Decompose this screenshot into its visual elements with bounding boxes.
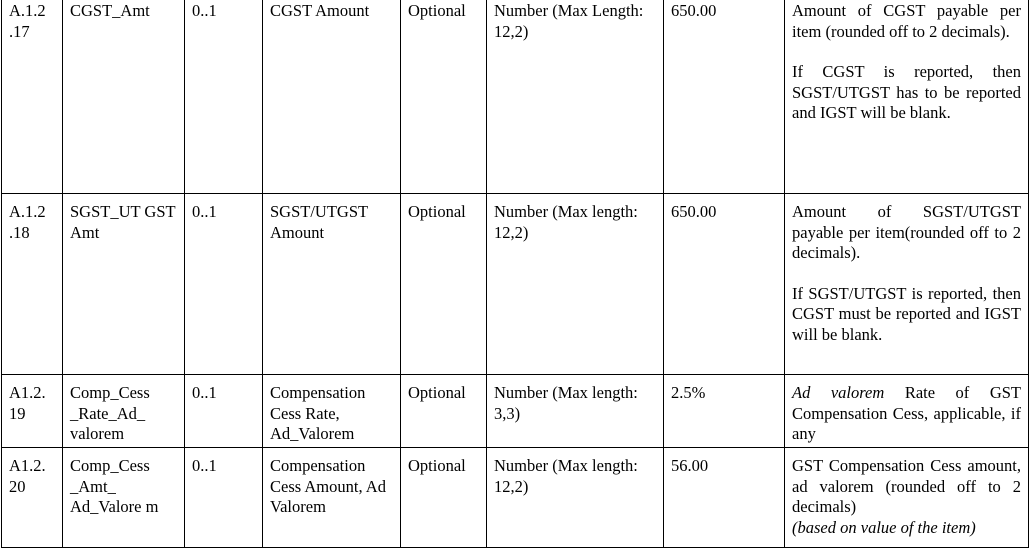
field-description: Compensation Cess Rate, Ad_Valorem <box>270 383 366 443</box>
type-cell: Number (Max length: 12,2) <box>486 193 664 375</box>
field-description: SGST/UTGST Amount <box>270 202 368 242</box>
field-id: A.1.2 .18 <box>9 202 46 242</box>
field-name: CGST_Amt <box>70 1 150 20</box>
mandatory-flag: Optional <box>408 456 466 475</box>
data-type: Number (Max Length: 12,2) <box>494 1 644 41</box>
field-id-cell: A1.2. 19 <box>1 374 63 448</box>
sample-cell: 650.00 <box>663 0 785 194</box>
data-type: Number (Max length: 3,3) <box>494 383 638 423</box>
remarks-cell: GST Compensation Cess amount, ad valorem… <box>784 447 1029 548</box>
remarks-paragraph: Amount of SGST/UTGST payable per item(ro… <box>792 202 1021 262</box>
remarks-paragraph: GST Compensation Cess amount, ad valorem… <box>792 456 1021 516</box>
field-name-cell: Comp_Cess _Rate_Ad_ valorem <box>62 374 185 448</box>
remarks-paragraph: Rate of GST Compensation Cess, applicabl… <box>792 383 1021 443</box>
remarks-cell: Amount of SGST/UTGST payable per item(ro… <box>784 193 1029 375</box>
cardinality: 0..1 <box>192 383 217 402</box>
sample-cell: 2.5% <box>663 374 785 448</box>
field-name: Comp_Cess _Amt_ Ad_Valore m <box>70 456 159 516</box>
sample-value: 650.00 <box>671 202 717 221</box>
table-row: A1.2. 19 Comp_Cess _Rate_Ad_ valorem 0..… <box>1 374 1029 448</box>
cardinality: 0..1 <box>192 456 217 475</box>
remarks-paragraph: Amount of CGST payable per item (rounded… <box>792 1 1021 41</box>
type-cell: Number (Max Length: 12,2) <box>486 0 664 194</box>
field-description: Compensation Cess Amount, Ad Valorem <box>270 456 386 516</box>
mandatory-cell: Optional <box>400 0 487 194</box>
table-row: A1.2. 20 Comp_Cess _Amt_ Ad_Valore m 0..… <box>1 447 1029 548</box>
remarks-paragraph: If SGST/UTGST is reported, then CGST mus… <box>792 283 1021 344</box>
description-cell: SGST/UTGST Amount <box>262 193 401 375</box>
mandatory-cell: Optional <box>400 374 487 448</box>
table-row: A.1.2 .17 CGST_Amt 0..1 CGST Amount Opti… <box>1 0 1029 194</box>
field-description: CGST Amount <box>270 1 370 20</box>
remarks-emphasis: (based on value of the item) <box>792 517 976 537</box>
description-cell: Compensation Cess Rate, Ad_Valorem <box>262 374 401 448</box>
field-id: A1.2. 20 <box>9 456 46 496</box>
sample-value: 650.00 <box>671 1 717 20</box>
sample-cell: 650.00 <box>663 193 785 375</box>
sample-value: 56.00 <box>671 456 709 475</box>
field-name-cell: Comp_Cess _Amt_ Ad_Valore m <box>62 447 185 548</box>
field-name-cell: SGST_UT GST Amt <box>62 193 185 375</box>
type-cell: Number (Max length: 12,2) <box>486 447 664 548</box>
description-cell: CGST Amount <box>262 0 401 194</box>
data-type: Number (Max length: 12,2) <box>494 456 638 496</box>
field-id: A1.2. 19 <box>9 383 46 423</box>
description-cell: Compensation Cess Amount, Ad Valorem <box>262 447 401 548</box>
mandatory-flag: Optional <box>408 1 466 20</box>
cardinality-cell: 0..1 <box>184 447 263 548</box>
field-id-cell: A.1.2 .17 <box>1 0 63 194</box>
cardinality-cell: 0..1 <box>184 0 263 194</box>
mandatory-flag: Optional <box>408 383 466 402</box>
sample-value: 2.5% <box>671 383 706 402</box>
field-name-cell: CGST_Amt <box>62 0 185 194</box>
field-id: A.1.2 .17 <box>9 1 46 41</box>
mandatory-cell: Optional <box>400 193 487 375</box>
mandatory-flag: Optional <box>408 202 466 221</box>
table-row: A.1.2 .18 SGST_UT GST Amt 0..1 SGST/UTGS… <box>1 193 1029 375</box>
field-name: Comp_Cess _Rate_Ad_ valorem <box>70 383 150 443</box>
sample-cell: 56.00 <box>663 447 785 548</box>
remarks-cell: Ad valorem Rate of GST Compensation Cess… <box>784 374 1029 448</box>
remarks-emphasis: Ad valorem <box>792 383 885 402</box>
field-id-cell: A.1.2 .18 <box>1 193 63 375</box>
field-id-cell: A1.2. 20 <box>1 447 63 548</box>
data-type: Number (Max length: 12,2) <box>494 202 638 242</box>
cardinality-cell: 0..1 <box>184 374 263 448</box>
remarks-paragraph: If CGST is reported, then SGST/UTGST has… <box>792 62 1021 122</box>
cardinality-cell: 0..1 <box>184 193 263 375</box>
mandatory-cell: Optional <box>400 447 487 548</box>
type-cell: Number (Max length: 3,3) <box>486 374 664 448</box>
field-name: SGST_UT GST Amt <box>70 202 176 242</box>
cardinality: 0..1 <box>192 202 217 221</box>
remarks-cell: Amount of CGST payable per item (rounded… <box>784 0 1029 194</box>
cardinality: 0..1 <box>192 1 217 20</box>
